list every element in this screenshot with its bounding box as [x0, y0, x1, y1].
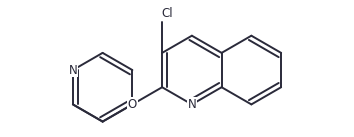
Text: Cl: Cl — [161, 7, 173, 20]
Text: N: N — [69, 64, 77, 77]
Text: O: O — [128, 98, 137, 111]
Text: N: N — [188, 98, 196, 111]
